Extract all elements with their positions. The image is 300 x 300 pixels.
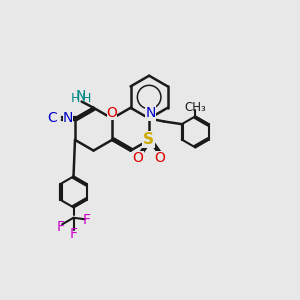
Text: O: O bbox=[133, 151, 144, 165]
Text: N: N bbox=[146, 106, 156, 120]
Text: F: F bbox=[57, 220, 65, 234]
Text: H: H bbox=[71, 92, 80, 105]
Text: S: S bbox=[143, 132, 154, 147]
Text: N: N bbox=[63, 112, 73, 125]
Text: CH₃: CH₃ bbox=[184, 101, 206, 114]
Text: H: H bbox=[82, 92, 92, 105]
Text: F: F bbox=[82, 213, 90, 227]
Text: O: O bbox=[155, 151, 166, 165]
Text: N: N bbox=[76, 89, 86, 103]
Text: F: F bbox=[70, 227, 77, 241]
Text: C: C bbox=[47, 112, 57, 125]
Text: O: O bbox=[106, 106, 118, 119]
